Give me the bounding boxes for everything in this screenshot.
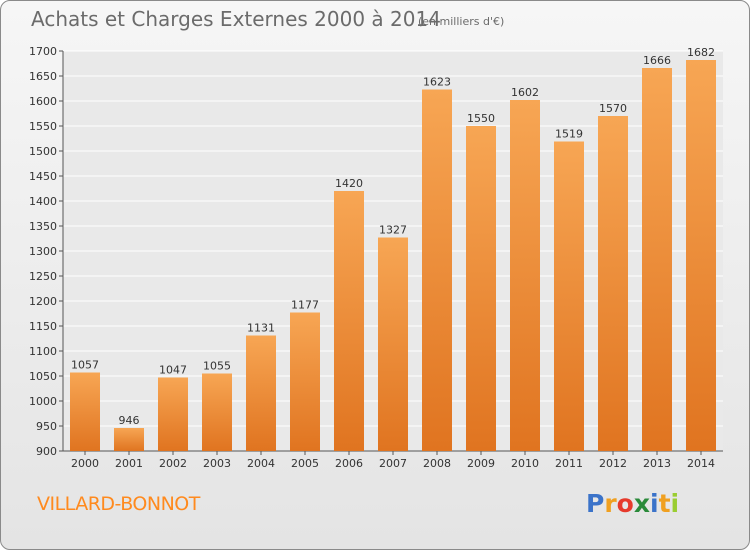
- commune-name: VILLARD-BONNOT: [37, 493, 200, 515]
- logo-letter: i: [650, 489, 659, 518]
- data-label-2003: 1055: [203, 360, 231, 373]
- logo-letter: r: [604, 489, 617, 518]
- bar-2007: [378, 237, 408, 451]
- x-tick-label-2012: 2012: [599, 457, 627, 470]
- y-tick-label: 900: [36, 445, 57, 458]
- y-tick-label: 1700: [29, 45, 57, 58]
- bar-2012: [598, 116, 628, 451]
- x-tick-label-2007: 2007: [379, 457, 407, 470]
- logo-letter: o: [616, 489, 634, 518]
- y-tick-label: 1300: [29, 245, 57, 258]
- data-label-2006: 1420: [335, 177, 363, 190]
- x-tick-label-2011: 2011: [555, 457, 583, 470]
- x-tick-label-2013: 2013: [643, 457, 671, 470]
- y-tick-label: 1650: [29, 70, 57, 83]
- bar-2006: [334, 191, 364, 451]
- data-label-2013: 1666: [643, 54, 671, 67]
- y-tick-label: 1550: [29, 120, 57, 133]
- y-tick-label: 1350: [29, 220, 57, 233]
- bar-2002: [158, 377, 188, 451]
- y-tick-label: 1400: [29, 195, 57, 208]
- data-label-2008: 1623: [423, 76, 451, 89]
- logo-letter: P: [586, 489, 605, 518]
- y-tick-label: 1050: [29, 370, 57, 383]
- bar-2001: [114, 428, 144, 451]
- bar-2010: [510, 100, 540, 451]
- x-tick-label-2004: 2004: [247, 457, 275, 470]
- y-tick-label: 950: [36, 420, 57, 433]
- x-tick-label-2006: 2006: [335, 457, 363, 470]
- bar-2008: [422, 89, 452, 451]
- bar-2014: [686, 60, 716, 451]
- y-tick-label: 1200: [29, 295, 57, 308]
- chart-unit: (en milliers d'€): [418, 15, 505, 28]
- bar-2005: [290, 312, 320, 451]
- logo-letter: x: [633, 489, 650, 518]
- data-label-2009: 1550: [467, 112, 495, 125]
- y-tick-label: 1150: [29, 320, 57, 333]
- logo-letter: i: [670, 489, 680, 518]
- y-tick-label: 1100: [29, 345, 57, 358]
- data-label-2001: 946: [119, 414, 140, 427]
- y-tick-label: 1450: [29, 170, 57, 183]
- x-tick-label-2008: 2008: [423, 457, 451, 470]
- y-tick-label: 1000: [29, 395, 57, 408]
- data-label-2011: 1519: [555, 128, 583, 141]
- x-tick-label-2010: 2010: [511, 457, 539, 470]
- data-label-2012: 1570: [599, 102, 627, 115]
- data-label-2005: 1177: [291, 299, 319, 312]
- x-tick-label-2001: 2001: [115, 457, 143, 470]
- bar-2011: [554, 141, 584, 451]
- chart-title: Achats et Charges Externes 2000 à 2014: [31, 7, 441, 31]
- data-label-2014: 1682: [687, 46, 715, 59]
- data-label-2000: 1057: [71, 359, 99, 372]
- data-label-2004: 1131: [247, 322, 275, 335]
- bar-2003: [202, 373, 232, 451]
- bar-2000: [70, 372, 100, 451]
- x-tick-label-2002: 2002: [159, 457, 187, 470]
- x-tick-label-2003: 2003: [203, 457, 231, 470]
- data-label-2007: 1327: [379, 224, 407, 237]
- logo-letter: t: [658, 489, 671, 518]
- data-label-2002: 1047: [159, 364, 187, 377]
- bar-2013: [642, 68, 672, 451]
- bar-2004: [246, 335, 276, 451]
- data-label-2010: 1602: [511, 86, 539, 99]
- proxiti-logo: Proxiti: [586, 489, 679, 518]
- bar-2009: [466, 126, 496, 451]
- y-tick-label: 1600: [29, 95, 57, 108]
- x-tick-label-2000: 2000: [71, 457, 99, 470]
- y-tick-label: 1250: [29, 270, 57, 283]
- x-tick-label-2005: 2005: [291, 457, 319, 470]
- x-tick-label-2009: 2009: [467, 457, 495, 470]
- x-tick-label-2014: 2014: [687, 457, 715, 470]
- y-tick-label: 1500: [29, 145, 57, 158]
